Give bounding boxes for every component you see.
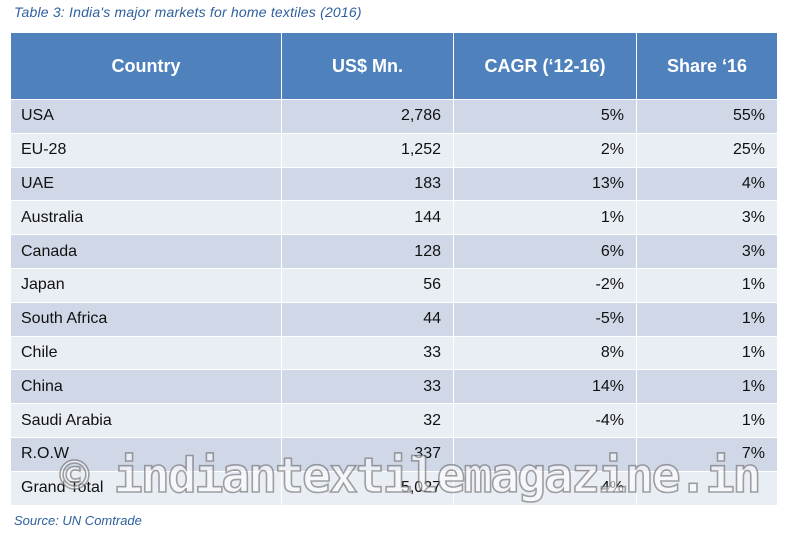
cell-cagr: -4% — [453, 403, 637, 438]
cell-country: Chile — [10, 335, 282, 371]
table-row: Australia 144 1% 3% — [10, 200, 778, 236]
table-row: South Africa 44 -5% 1% — [10, 301, 778, 337]
header-cagr: CAGR (‘12-16) — [453, 32, 637, 100]
header-share: Share ‘16 — [636, 32, 778, 100]
table-row: USA 2,786 5% 55% — [10, 99, 778, 134]
cell-cagr: 1% — [453, 200, 637, 236]
table-row: EU-28 1,252 2% 25% — [10, 132, 778, 168]
cell-country: R.O.W — [10, 436, 282, 472]
cell-share: 55% — [636, 99, 778, 134]
cell-share: 4% — [636, 166, 778, 202]
cell-cagr: 8% — [453, 335, 637, 371]
cell-usd: 33 — [281, 335, 454, 371]
cell-cagr: 6% — [453, 234, 637, 269]
table-row: Saudi Arabia 32 -4% 1% — [10, 403, 778, 438]
cell-usd: 5,027 — [281, 470, 454, 506]
cell-country: UAE — [10, 166, 282, 202]
cell-share: 1% — [636, 335, 778, 371]
cell-cagr: 4% — [453, 470, 637, 506]
cell-usd: 337 — [281, 436, 454, 472]
cell-share: 1% — [636, 369, 778, 405]
cell-share: 7% — [636, 436, 778, 472]
table-row: China 33 14% 1% — [10, 369, 778, 405]
table-row: Canada 128 6% 3% — [10, 234, 778, 269]
cell-cagr: -2% — [453, 267, 637, 303]
table-header-row: Country US$ Mn. CAGR (‘12-16) Share ‘16 — [10, 32, 778, 100]
cell-country: Japan — [10, 267, 282, 303]
cell-usd: 2,786 — [281, 99, 454, 134]
cell-country: China — [10, 369, 282, 405]
cell-country: Saudi Arabia — [10, 403, 282, 438]
cell-country: USA — [10, 99, 282, 134]
header-usd: US$ Mn. — [281, 32, 454, 100]
cell-share — [636, 470, 778, 506]
source-note: Source: UN Comtrade — [14, 513, 142, 528]
header-country: Country — [10, 32, 282, 100]
cell-cagr: 14% — [453, 369, 637, 405]
cell-cagr — [453, 436, 637, 472]
cell-country: Grand Total — [10, 470, 282, 506]
table-row: R.O.W 337 7% — [10, 436, 778, 472]
table-caption: Table 3: India's major markets for home … — [14, 4, 362, 20]
cell-country: Canada — [10, 234, 282, 269]
cell-usd: 183 — [281, 166, 454, 202]
cell-usd: 33 — [281, 369, 454, 405]
cell-usd: 144 — [281, 200, 454, 236]
cell-share: 1% — [636, 267, 778, 303]
cell-cagr: -5% — [453, 301, 637, 337]
cell-share: 1% — [636, 301, 778, 337]
cell-share: 3% — [636, 234, 778, 269]
table-row-total: Grand Total 5,027 4% — [10, 470, 778, 506]
cell-usd: 128 — [281, 234, 454, 269]
table-row: Japan 56 -2% 1% — [10, 267, 778, 303]
cell-usd: 32 — [281, 403, 454, 438]
cell-share: 3% — [636, 200, 778, 236]
cell-share: 25% — [636, 132, 778, 168]
cell-country: EU-28 — [10, 132, 282, 168]
table-row: Chile 33 8% 1% — [10, 335, 778, 371]
cell-country: Australia — [10, 200, 282, 236]
cell-country: South Africa — [10, 301, 282, 337]
cell-cagr: 5% — [453, 99, 637, 134]
cell-share: 1% — [636, 403, 778, 438]
cell-cagr: 2% — [453, 132, 637, 168]
table-row: UAE 183 13% 4% — [10, 166, 778, 202]
cell-usd: 56 — [281, 267, 454, 303]
cell-cagr: 13% — [453, 166, 637, 202]
markets-table: Country US$ Mn. CAGR (‘12-16) Share ‘16 … — [10, 32, 778, 506]
cell-usd: 44 — [281, 301, 454, 337]
cell-usd: 1,252 — [281, 132, 454, 168]
